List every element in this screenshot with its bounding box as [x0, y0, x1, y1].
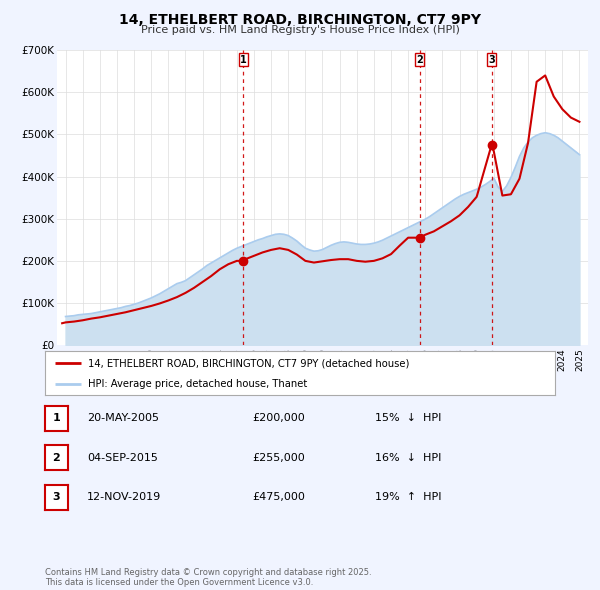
Text: 14, ETHELBERT ROAD, BIRCHINGTON, CT7 9PY (detached house): 14, ETHELBERT ROAD, BIRCHINGTON, CT7 9PY… [88, 359, 410, 368]
Text: 1: 1 [240, 54, 247, 64]
Text: Contains HM Land Registry data © Crown copyright and database right 2025.
This d: Contains HM Land Registry data © Crown c… [45, 568, 371, 587]
Text: 14, ETHELBERT ROAD, BIRCHINGTON, CT7 9PY: 14, ETHELBERT ROAD, BIRCHINGTON, CT7 9PY [119, 13, 481, 27]
Text: 20-MAY-2005: 20-MAY-2005 [87, 414, 159, 423]
Text: £475,000: £475,000 [252, 493, 305, 502]
Text: 2: 2 [416, 54, 423, 64]
Text: 3: 3 [53, 493, 60, 502]
Text: 12-NOV-2019: 12-NOV-2019 [87, 493, 161, 502]
Text: 2: 2 [53, 453, 60, 463]
Text: 3: 3 [488, 54, 495, 64]
Text: £255,000: £255,000 [252, 453, 305, 463]
Text: Price paid vs. HM Land Registry's House Price Index (HPI): Price paid vs. HM Land Registry's House … [140, 25, 460, 35]
Text: HPI: Average price, detached house, Thanet: HPI: Average price, detached house, Than… [88, 379, 308, 389]
Text: 15%  ↓  HPI: 15% ↓ HPI [375, 414, 442, 423]
Text: 19%  ↑  HPI: 19% ↑ HPI [375, 493, 442, 502]
Text: 16%  ↓  HPI: 16% ↓ HPI [375, 453, 442, 463]
Text: £200,000: £200,000 [252, 414, 305, 423]
Text: 1: 1 [53, 414, 60, 423]
Text: 04-SEP-2015: 04-SEP-2015 [87, 453, 158, 463]
